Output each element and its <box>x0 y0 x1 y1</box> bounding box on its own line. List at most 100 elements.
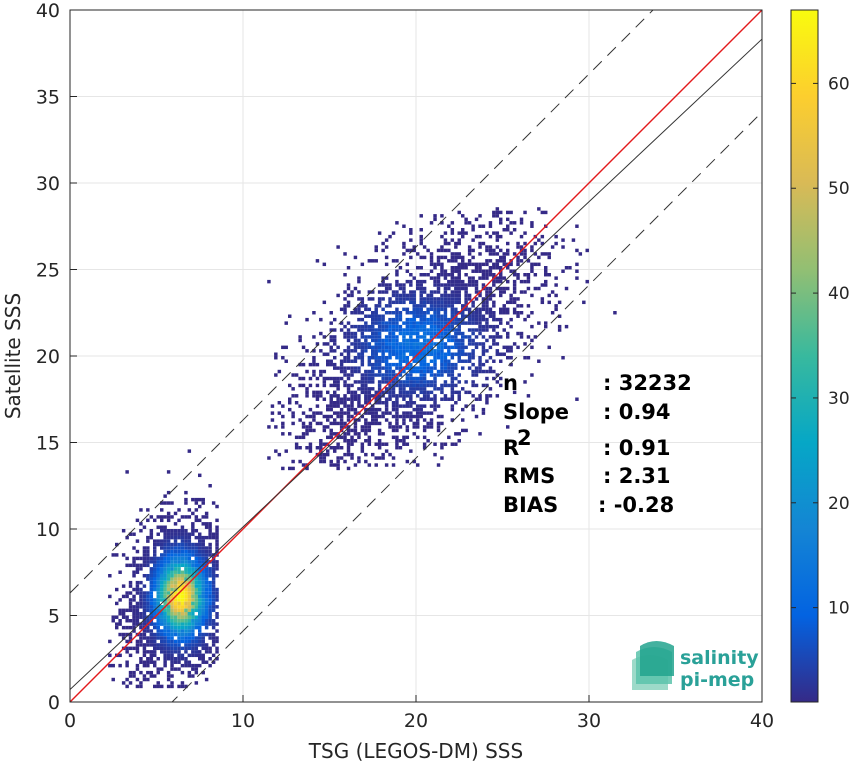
density-cell <box>457 283 461 287</box>
density-cell <box>333 418 337 422</box>
density-cell <box>291 394 295 398</box>
density-cell <box>447 383 451 388</box>
density-cell <box>478 269 482 273</box>
density-cell <box>533 335 538 339</box>
density-cell <box>561 245 565 249</box>
density-cell <box>308 414 313 419</box>
density-cell <box>170 584 174 588</box>
density-cell <box>457 439 461 443</box>
density-cell <box>471 362 475 367</box>
density-cell <box>191 625 195 630</box>
density-cell <box>118 663 122 668</box>
density-cell <box>450 324 455 329</box>
density-cell <box>374 356 378 360</box>
density-cell <box>346 418 351 422</box>
density-cell <box>121 681 126 685</box>
density-cell <box>208 619 212 623</box>
density-cell <box>153 625 157 630</box>
density-cell <box>187 646 192 651</box>
density-cell <box>353 380 358 384</box>
density-cell <box>194 625 199 630</box>
density-cell <box>336 293 340 298</box>
density-cell <box>170 542 174 547</box>
density-cell <box>485 311 489 315</box>
density-cell <box>422 404 427 408</box>
density-cell <box>485 297 489 301</box>
density-cell <box>128 601 133 606</box>
density-cell <box>163 560 167 564</box>
density-cell <box>326 425 330 429</box>
density-cell <box>405 279 410 284</box>
density-cell <box>377 401 382 405</box>
density-cell <box>301 383 306 388</box>
density-cell <box>436 283 441 287</box>
density-cell <box>346 446 351 450</box>
density-cell <box>312 349 316 353</box>
density-cell <box>177 632 181 637</box>
density-cell <box>298 376 302 381</box>
density-cell <box>443 331 448 336</box>
density-cell <box>177 636 181 640</box>
density-cell <box>187 608 192 613</box>
density-cell <box>554 293 558 298</box>
density-cell <box>156 684 160 689</box>
density-cell <box>201 639 205 644</box>
density-cell <box>433 214 437 218</box>
density-cell <box>443 342 448 346</box>
density-cell <box>485 304 489 308</box>
density-cell <box>153 646 157 651</box>
density-cell <box>405 317 410 322</box>
density-cell <box>204 598 209 602</box>
stat-superscript: 2 <box>517 426 532 450</box>
density-cell <box>346 442 351 446</box>
density-cell <box>422 362 427 367</box>
density-cell <box>204 560 209 564</box>
density-cell <box>457 338 461 343</box>
density-cell <box>187 535 192 540</box>
density-cell <box>377 387 382 391</box>
density-cell <box>412 376 416 381</box>
density-cell <box>523 290 527 294</box>
density-cell <box>146 539 150 543</box>
density-cell <box>371 452 375 457</box>
colorbar-tick-label: 30 <box>828 389 850 409</box>
density-cell <box>395 394 399 398</box>
density-cell <box>170 556 174 561</box>
density-cell <box>478 293 482 298</box>
density-cell <box>436 248 441 253</box>
density-cell <box>426 369 430 374</box>
density-cell <box>554 307 558 312</box>
density-cell <box>471 373 475 377</box>
density-cell <box>402 307 406 312</box>
density-cell <box>537 207 541 211</box>
density-cell <box>381 376 385 381</box>
density-cell <box>360 331 365 336</box>
density-cell <box>329 401 333 405</box>
density-cell <box>454 241 458 246</box>
density-cell <box>471 321 475 325</box>
density-cell <box>405 383 410 388</box>
density-cell <box>419 407 423 412</box>
density-cell <box>180 525 185 529</box>
density-cell <box>429 342 434 346</box>
density-cell <box>204 574 209 578</box>
density-cell <box>339 456 344 460</box>
y-tick-label: 35 <box>36 87 60 109</box>
density-cell <box>412 321 416 325</box>
density-cell <box>149 560 154 564</box>
density-cell <box>166 556 171 561</box>
density-cell <box>339 446 344 450</box>
density-cell <box>464 390 468 395</box>
density-cell <box>128 681 133 685</box>
density-cell <box>409 255 413 260</box>
density-cell <box>346 356 351 360</box>
density-cell <box>429 314 434 318</box>
density-cell <box>440 373 444 377</box>
density-cell <box>391 390 396 395</box>
density-cell <box>156 646 160 651</box>
density-cell <box>467 248 472 253</box>
density-cell <box>177 653 181 658</box>
density-cell <box>139 605 143 609</box>
density-cell <box>173 612 178 616</box>
density-cell <box>346 293 351 298</box>
